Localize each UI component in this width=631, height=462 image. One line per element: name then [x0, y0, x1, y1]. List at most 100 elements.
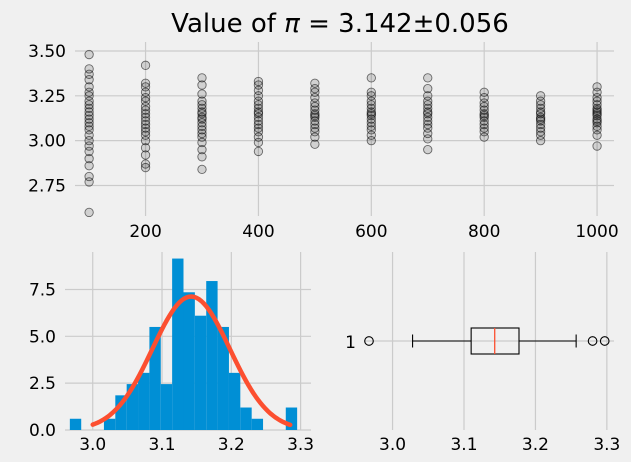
- scatter-panel: 200 400 600 800 1000 2.75 3.00 3.25 3.50: [28, 42, 619, 242]
- scatter-point: [84, 130, 94, 140]
- scatter-point: [310, 119, 320, 130]
- scatter-point: [84, 118, 94, 128]
- scatter-point: [423, 83, 433, 94]
- scatter-point: [140, 123, 151, 133]
- scatter-point: [140, 82, 151, 92]
- histogram-bar: [251, 418, 264, 430]
- histogram-bar: [240, 407, 252, 430]
- scatter-point: [84, 146, 94, 157]
- scatter-point: [310, 101, 320, 112]
- x-tick-label: 3.0: [79, 435, 106, 455]
- scatter-point: [310, 83, 320, 94]
- scatter-point: [140, 130, 151, 140]
- scatter-point: [592, 96, 602, 106]
- scatter-point: [197, 89, 207, 99]
- scatter-point: [84, 136, 94, 146]
- y-tick-label: 2.75: [28, 177, 66, 197]
- scatter-point: [479, 132, 489, 142]
- scatter-point: [140, 159, 151, 169]
- scatter-point: [253, 132, 264, 142]
- x-tick-label: 3.1: [450, 435, 477, 455]
- scatter-point: [535, 130, 546, 140]
- x-tick-label: 3.2: [522, 435, 549, 455]
- scatter-point: [479, 123, 489, 133]
- y-tick-label: 0.0: [29, 421, 56, 441]
- scatter-point: [592, 103, 602, 114]
- normal-pdf-curve: [90, 294, 293, 428]
- scatter-point: [253, 85, 264, 96]
- scatter-point: [535, 127, 546, 137]
- scatter-point: [253, 103, 264, 114]
- scatter-point: [423, 123, 433, 133]
- scatter-point: [84, 103, 94, 114]
- scatter-point: [366, 87, 376, 97]
- x-tick-label: 800: [468, 222, 500, 242]
- scatter-point: [366, 107, 376, 117]
- scatter-point: [535, 136, 546, 146]
- scatter-point: [253, 76, 264, 87]
- scatter-point: [253, 146, 264, 157]
- scatter-point: [140, 112, 151, 122]
- scatter-point: [140, 116, 151, 126]
- x-tick-label: 3.0: [379, 435, 406, 455]
- scatter-point: [84, 82, 94, 92]
- scatter-point: [592, 125, 602, 135]
- scatter-point: [84, 161, 94, 171]
- scatter-point: [140, 119, 151, 130]
- scatter-point: [84, 100, 94, 110]
- figure-title: Value of π = 3.142±0.056: [171, 9, 509, 39]
- scatter-point: [140, 78, 151, 88]
- scatter-point: [140, 109, 151, 119]
- scatter-point: [423, 119, 433, 130]
- scatter-point: [423, 112, 433, 122]
- scatter-point: [197, 144, 207, 155]
- scatter-point: [423, 144, 433, 155]
- histogram-bar: [206, 281, 218, 430]
- scatter-point: [84, 177, 94, 187]
- scatter-point: [479, 101, 489, 112]
- scatter-point: [535, 91, 546, 101]
- y-tick-label: 3.50: [28, 42, 66, 62]
- x-tick-label: 3.2: [218, 435, 245, 455]
- scatter-point: [253, 107, 264, 117]
- scatter-point: [592, 121, 602, 131]
- scatter-point: [197, 118, 207, 128]
- histogram-bar: [126, 384, 139, 430]
- scatter-point: [197, 125, 207, 135]
- scatter-point: [253, 137, 264, 148]
- scatter-point: [140, 105, 151, 115]
- scatter-point: [592, 130, 602, 140]
- scatter-point: [423, 134, 433, 144]
- scatter-point: [140, 150, 151, 160]
- histogram-bar: [194, 315, 207, 430]
- scatter-point: [423, 91, 433, 101]
- scatter-point: [479, 92, 489, 103]
- scatter-point: [253, 116, 264, 126]
- scatter-point: [197, 103, 207, 114]
- scatter-point: [535, 103, 546, 114]
- scatter-point: [310, 127, 320, 137]
- scatter-point: [592, 92, 602, 103]
- scatter-point: [479, 116, 489, 126]
- scatter-point: [197, 73, 207, 83]
- scatter-point: [253, 112, 264, 122]
- scatter-point: [310, 105, 320, 115]
- scatter-point: [423, 96, 433, 106]
- scatter-point: [84, 75, 94, 85]
- histogram-bar: [69, 418, 82, 430]
- scatter-point: [310, 87, 320, 97]
- scatter-point: [197, 121, 207, 131]
- scatter-point: [592, 100, 602, 110]
- scatter-point: [84, 64, 94, 74]
- scatter-point: [197, 132, 207, 142]
- scatter-point: [366, 136, 376, 146]
- scatter-point: [84, 141, 94, 151]
- scatter-point: [310, 132, 320, 142]
- scatter-point: [140, 96, 151, 106]
- outlier-point: [599, 336, 610, 346]
- scatter-point: [84, 107, 94, 117]
- scatter-point: [140, 101, 151, 112]
- scatter-point: [479, 119, 489, 130]
- scatter-point: [479, 98, 489, 108]
